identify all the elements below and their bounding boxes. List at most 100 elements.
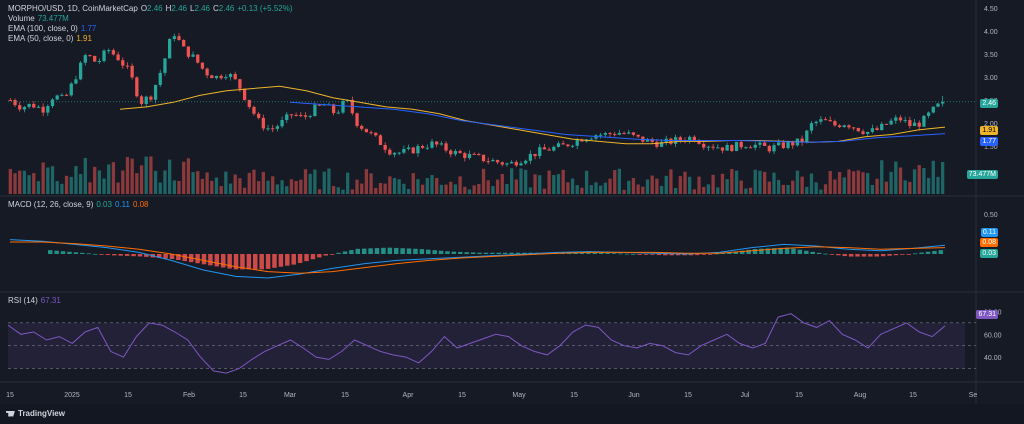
candle-body <box>336 112 340 114</box>
candle-body <box>355 113 359 126</box>
volume-bar <box>313 169 317 194</box>
macd-histogram-bar <box>701 254 707 255</box>
macd-histogram-bar <box>246 254 252 270</box>
macd-histogram-bar <box>900 254 905 255</box>
time-axis-label: 2025 <box>64 392 80 399</box>
candle-body <box>538 147 542 157</box>
volume-bar <box>472 185 476 194</box>
candle-body <box>791 141 795 146</box>
candle-body <box>809 123 814 131</box>
volume-bar <box>636 184 640 194</box>
volume-bar <box>41 162 45 194</box>
candle-body <box>509 161 514 164</box>
volume-bar <box>257 181 261 194</box>
ema100-legend[interactable]: EMA (100, close, 0) 1.77 <box>8 24 99 33</box>
candle-body <box>439 143 444 145</box>
macd-histogram-bar <box>624 253 630 255</box>
volume-bar <box>444 184 448 194</box>
volume-bar <box>777 179 781 194</box>
candle-body <box>748 147 753 149</box>
macd-histogram-bar <box>387 247 393 254</box>
tradingview-chart[interactable]: 4.504.003.503.002.502.001.500.5080.0060.… <box>0 0 1024 404</box>
tradingview-logo[interactable]: TradingView <box>6 409 65 418</box>
candle-body <box>678 137 682 141</box>
volume-bar <box>336 187 340 194</box>
macd-histogram-bar <box>765 248 771 254</box>
candle-body <box>219 75 223 79</box>
volume-bar <box>837 171 842 194</box>
volume-bar <box>322 171 326 194</box>
volume-bar <box>622 189 626 194</box>
volume-bar <box>758 170 762 194</box>
volume-bar <box>767 181 771 194</box>
time-axis-label: Mar <box>284 392 297 399</box>
candle-body <box>341 100 345 113</box>
candle-body <box>697 140 701 144</box>
macd-histogram-bar <box>297 254 303 264</box>
macd-histogram-bar <box>400 248 405 254</box>
macd-histogram-bar <box>733 251 739 254</box>
volume-bar <box>153 170 158 194</box>
macd-histogram-bar <box>573 252 578 254</box>
rsi-band-fill <box>8 322 965 369</box>
candle-body <box>416 145 420 154</box>
ema50-legend[interactable]: EMA (50, close, 0) 1.91 <box>8 34 95 43</box>
open-label: O <box>140 4 148 13</box>
candle-body <box>299 115 303 117</box>
volume-bar <box>866 173 870 194</box>
macd-signal-badge: 0.08 <box>980 238 998 247</box>
macd-histogram-bar <box>695 254 700 256</box>
volume-bar <box>327 168 331 194</box>
time-axis-label: 15 <box>6 392 14 399</box>
volume-bar <box>683 171 687 194</box>
volume-bar <box>819 189 823 194</box>
macd-histogram-bar <box>253 254 258 270</box>
volume-bar <box>294 180 298 194</box>
volume-bar <box>688 176 692 194</box>
volume-bar <box>219 185 223 194</box>
candle-body <box>238 79 242 89</box>
candle-body <box>8 100 12 101</box>
candle-body <box>242 88 247 100</box>
candle-body <box>453 151 458 155</box>
volume-bar <box>177 180 181 194</box>
volume-bar <box>463 186 467 194</box>
volume-bar <box>331 186 336 194</box>
candle-body <box>425 147 429 149</box>
macd-histogram-bar <box>592 252 598 254</box>
macd-histogram-bar <box>515 252 521 254</box>
volume-bar <box>542 188 547 194</box>
volume-bar <box>355 179 359 194</box>
candle-body <box>449 150 453 155</box>
macd-histogram-bar <box>496 252 501 254</box>
macd-legend[interactable]: MACD (12, 26, close, 9) 0.03 0.11 0.08 <box>8 200 152 209</box>
ema100-label: EMA (100, close, 0) <box>8 24 78 33</box>
candle-body <box>777 142 781 146</box>
volume-bar <box>720 173 725 194</box>
macd-histogram-bar <box>60 251 66 254</box>
volume-bar <box>486 180 490 194</box>
volume-badge: 73.477M <box>966 170 998 179</box>
candle-body <box>463 153 467 158</box>
volume-bar <box>228 183 233 194</box>
volume-bar <box>388 176 392 194</box>
rsi-legend[interactable]: RSI (14) 67.31 <box>8 296 64 305</box>
volume-bar <box>556 174 561 194</box>
macd-histogram-bar <box>816 252 822 254</box>
candle-body <box>725 144 729 151</box>
candle-body <box>402 149 406 153</box>
volume-bar <box>214 177 219 194</box>
candle-body <box>575 139 579 146</box>
volume-bar <box>280 180 284 194</box>
volume-bar <box>809 173 814 194</box>
macd-line-value: 0.11 <box>114 200 130 209</box>
volume-bar <box>524 169 528 194</box>
volume-bar <box>847 169 851 194</box>
candle-body <box>93 55 97 62</box>
candle-body <box>308 116 312 118</box>
volume-legend[interactable]: Volume 73.477M <box>8 14 72 23</box>
macd-histogram-bar <box>797 249 803 254</box>
candle-body <box>163 58 167 73</box>
candle-body <box>561 143 565 145</box>
volume-bar <box>706 184 711 194</box>
